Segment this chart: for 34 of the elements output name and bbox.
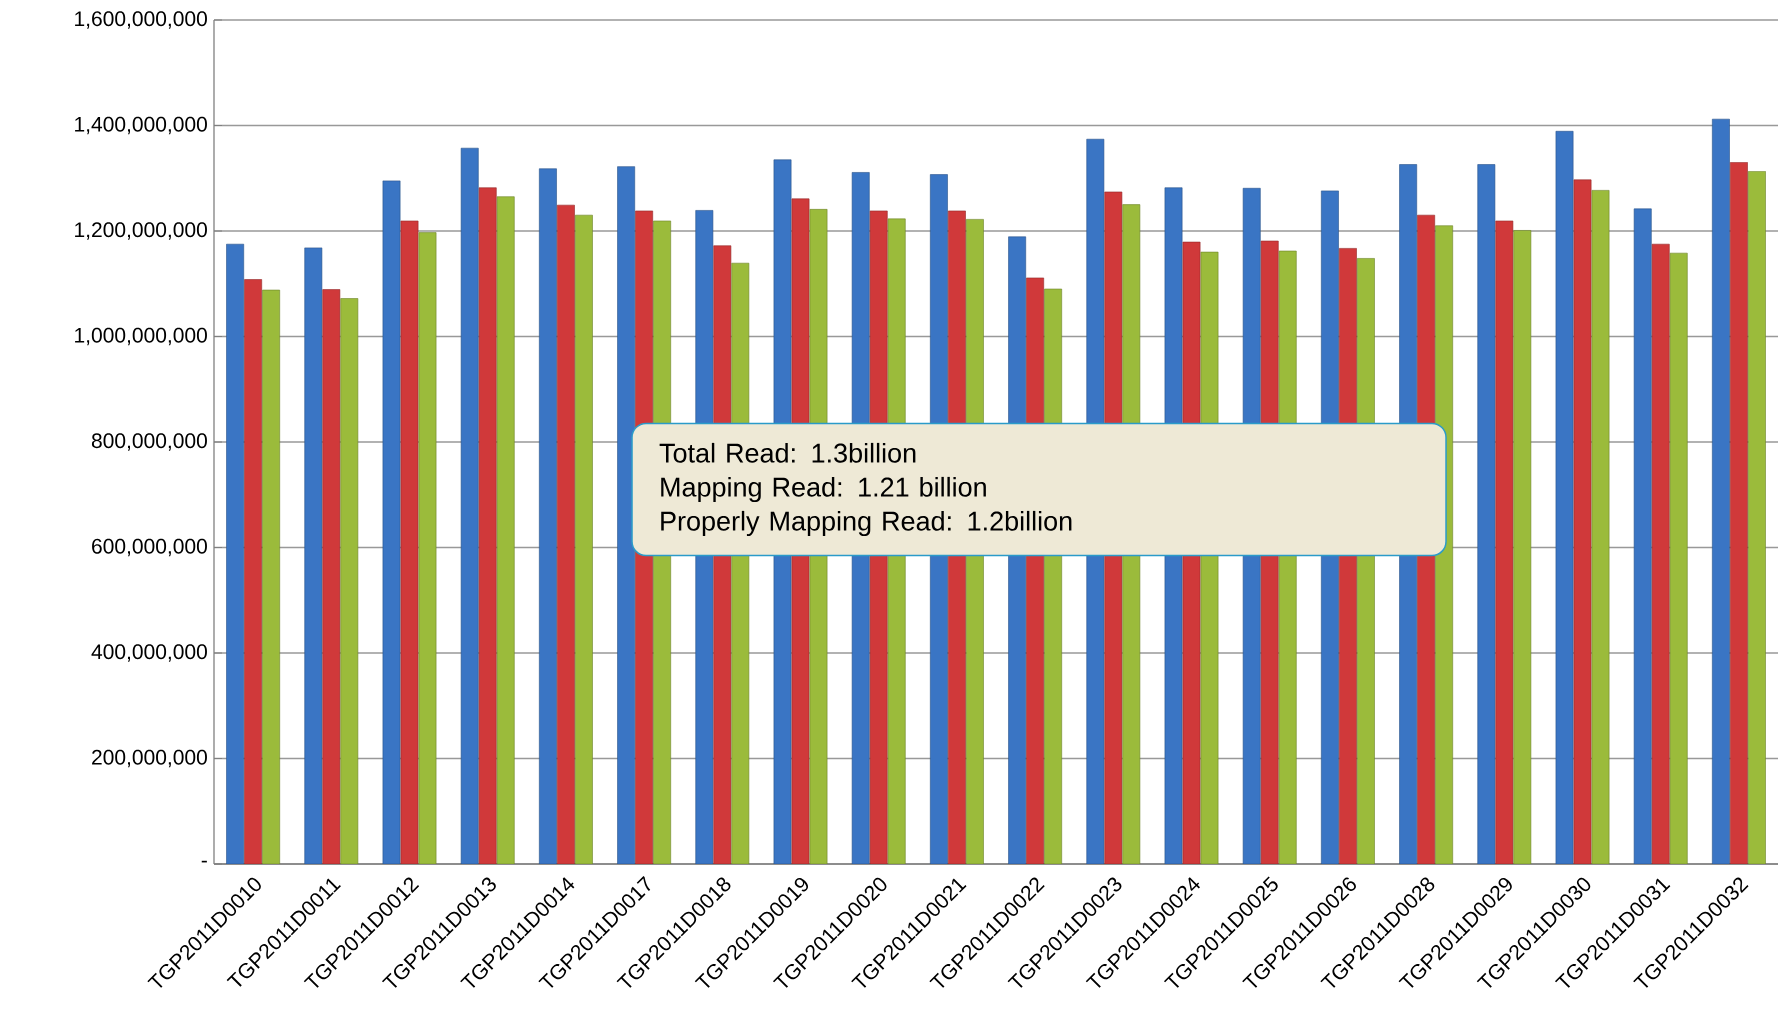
- y-tick-label: 400,000,000: [91, 644, 207, 662]
- y-tick-label: 1,400,000,000: [75, 116, 207, 135]
- bar: [1633, 208, 1652, 864]
- bar: [478, 187, 497, 864]
- bar: [460, 147, 479, 864]
- y-tick-label: 200,000,000: [92, 749, 207, 768]
- bar: [539, 168, 557, 864]
- bar: [1495, 220, 1514, 864]
- bar: [340, 298, 359, 864]
- y-tick-label: 1,000,000,000: [75, 327, 207, 346]
- bar: [574, 214, 593, 864]
- annotation: Properly Mapping Read: 1.2billion: [661, 510, 1072, 537]
- annotation: Total Read: 1.3billion: [659, 442, 916, 463]
- y-tick-label: 800,000,000: [91, 433, 207, 451]
- y-tick-label: 1,200,000,000: [75, 222, 207, 240]
- bar: [496, 196, 515, 864]
- y-tick-label: -: [201, 860, 207, 863]
- bar: [1712, 118, 1730, 864]
- bar: [1730, 162, 1748, 864]
- bar: [1651, 243, 1670, 864]
- bar: [226, 243, 245, 864]
- annotation: Mapping Read: 1.21 billion: [661, 476, 986, 503]
- bar: [244, 279, 262, 864]
- bar: [1747, 171, 1766, 864]
- bar: [322, 289, 341, 864]
- bar: [557, 204, 575, 864]
- bar: [617, 166, 636, 864]
- bar: [262, 289, 280, 864]
- y-tick-label: 600,000,000: [92, 538, 207, 557]
- bar: [1669, 252, 1688, 864]
- y-tick-label: 1,600,000,000: [75, 11, 207, 29]
- bar: [304, 247, 323, 864]
- bar: [1477, 164, 1496, 864]
- bar: [1513, 230, 1532, 864]
